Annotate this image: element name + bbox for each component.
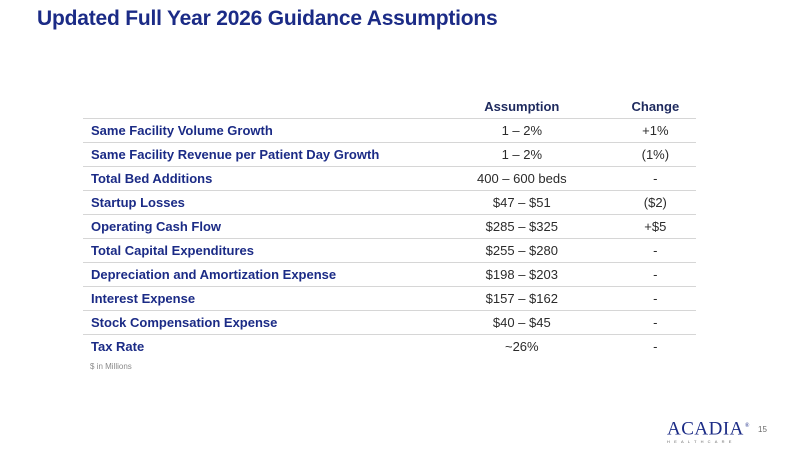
header-change: Change xyxy=(614,94,696,119)
row-assumption: $47 – $51 xyxy=(428,190,615,215)
table-row: Same Facility Revenue per Patient Day Gr… xyxy=(83,142,696,167)
table-row: Tax Rate ~26% - xyxy=(83,335,696,359)
row-change: - xyxy=(614,310,696,335)
page-number: 15 xyxy=(758,425,767,434)
registered-mark: ® xyxy=(744,423,750,429)
table-row: Depreciation and Amortization Expense $1… xyxy=(83,262,696,287)
row-assumption: ~26% xyxy=(504,339,539,354)
row-label: Total Capital Expenditures xyxy=(83,238,429,263)
table-row: Same Facility Volume Growth 1 – 2% +1% xyxy=(83,118,696,143)
row-label: Same Facility Revenue per Patient Day Gr… xyxy=(83,142,429,167)
row-label: Startup Losses xyxy=(83,190,429,215)
row-label: Stock Compensation Expense xyxy=(83,310,429,335)
header-label xyxy=(83,94,429,119)
footnote: $ in Millions xyxy=(90,362,132,371)
logo-wordmark: ACADIA® xyxy=(667,417,751,438)
row-change: - xyxy=(614,238,696,263)
row-label: Depreciation and Amortization Expense xyxy=(83,262,429,287)
row-change: - xyxy=(653,339,658,354)
row-label: Tax Rate xyxy=(91,339,145,354)
table-row: Total Bed Additions 400 – 600 beds - xyxy=(83,166,696,191)
table-row: Startup Losses $47 – $51 ($2) xyxy=(83,190,696,215)
row-label: Total Bed Additions xyxy=(83,166,429,191)
row-label: Same Facility Volume Growth xyxy=(83,118,429,143)
row-assumption: $285 – $325 xyxy=(428,214,615,239)
row-assumption: $255 – $280 xyxy=(428,238,615,263)
table-row: Interest Expense $157 – $162 - xyxy=(83,286,696,311)
row-label: Operating Cash Flow xyxy=(83,214,429,239)
row-assumption: $40 – $45 xyxy=(428,310,615,335)
row-change: - xyxy=(614,286,696,311)
row-label: Interest Expense xyxy=(83,286,429,311)
row-assumption: 400 – 600 beds xyxy=(428,166,615,191)
row-change: +$5 xyxy=(614,214,696,239)
row-change: +1% xyxy=(614,118,696,143)
logo-subtitle: HEALTHCARE xyxy=(667,439,736,445)
guidance-table: Assumption Change Same Facility Volume G… xyxy=(83,94,696,358)
row-change: - xyxy=(614,262,696,287)
logo-name-text: ACADIA xyxy=(667,418,744,440)
row-assumption: 1 – 2% xyxy=(428,142,615,167)
row-assumption: $157 – $162 xyxy=(428,286,615,311)
row-change: - xyxy=(614,166,696,191)
table-row: Total Capital Expenditures $255 – $280 - xyxy=(83,238,696,263)
table-header-row: Assumption Change xyxy=(83,94,696,119)
header-assumption: Assumption xyxy=(428,94,615,119)
row-change: (1%) xyxy=(614,142,696,167)
page-title: Updated Full Year 2026 Guidance Assumpti… xyxy=(37,7,498,30)
table-row: Stock Compensation Expense $40 – $45 - xyxy=(83,310,696,335)
row-assumption: 1 – 2% xyxy=(428,118,615,143)
row-change: ($2) xyxy=(614,190,696,215)
row-assumption: $198 – $203 xyxy=(428,262,615,287)
company-logo: ACADIA® HEALTHCARE xyxy=(667,417,751,445)
table-row: Operating Cash Flow $285 – $325 +$5 xyxy=(83,214,696,239)
